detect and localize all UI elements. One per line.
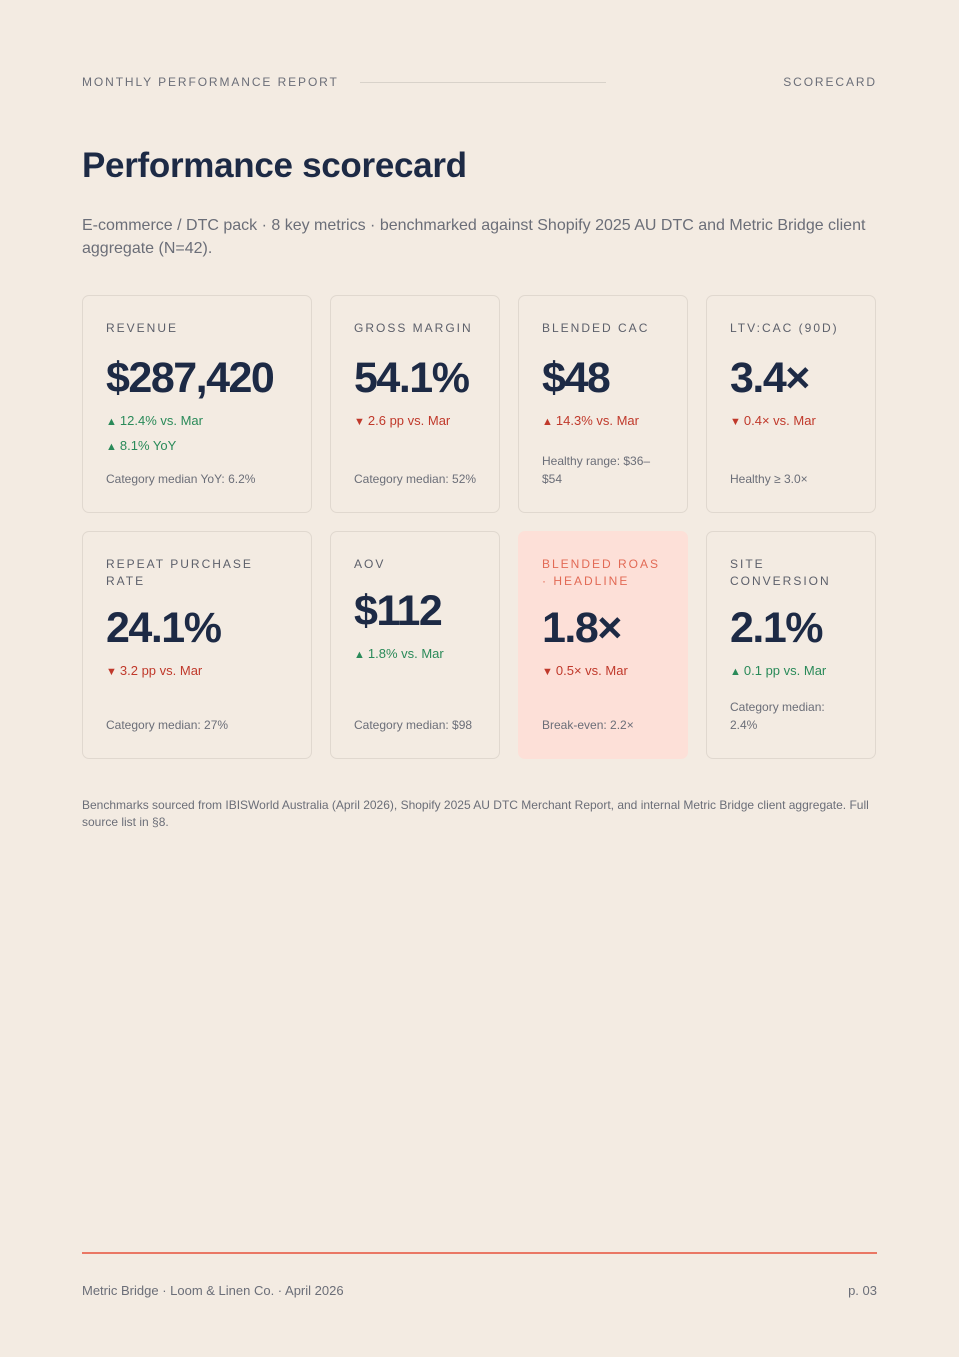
benchmark-footnote: Benchmarks sourced from IBISWorld Austra…: [82, 798, 869, 829]
delta-text: 12.4% vs. Mar: [119, 413, 203, 428]
metric-label: LTV:CAC (90D): [730, 321, 839, 335]
metric-card-repeat-purchase: REPEAT PURCHASE RATE 24.1% ▼ 3.2 pp vs. M…: [82, 531, 312, 759]
metric-benchmark: Category median: 27%: [106, 718, 229, 732]
metric-value: 2.1%: [730, 604, 824, 652]
triangle-up-icon: ▲: [354, 649, 365, 661]
report-eyebrow: MONTHLY PERFORMANCE REPORT: [82, 75, 339, 89]
metric-label: AOV: [354, 557, 386, 571]
triangle-up-icon: ▲: [542, 416, 553, 428]
triangle-down-icon: ▼: [354, 416, 365, 428]
triangle-up-icon: ▲: [106, 441, 117, 453]
metric-label: BLENDED ROAS · HEADLINE: [542, 557, 661, 588]
metric-benchmark: Category median: $98: [354, 718, 473, 732]
metric-label: REVENUE: [106, 321, 179, 335]
page-title: Performance scorecard: [82, 146, 467, 185]
metric-delta: ▼ 2.6 pp vs. Mar: [354, 412, 477, 431]
page-subtitle: E-commerce / DTC pack · 8 key metrics · …: [82, 217, 866, 257]
metric-delta: ▲ 0.1 pp vs. Mar: [730, 662, 853, 681]
metric-benchmark: Category median: 52%: [354, 472, 477, 486]
delta-text: 0.5× vs. Mar: [555, 663, 628, 678]
page-number: p. 03: [848, 1283, 877, 1298]
report-header: MONTHLY PERFORMANCE REPORT SCORECARD: [82, 74, 877, 90]
metric-value: $48: [542, 354, 611, 402]
delta-text: 2.6 pp vs. Mar: [367, 413, 451, 428]
metric-label: SITE CONVERSION: [730, 557, 831, 588]
delta-text: 1.8% vs. Mar: [367, 646, 444, 661]
section-label: SCORECARD: [783, 75, 877, 89]
metric-value: 54.1%: [354, 354, 470, 402]
metric-benchmark: Healthy range: $36–$54: [542, 454, 651, 486]
metric-delta-yoy: ▲ 8.1% YoY: [106, 437, 289, 456]
metric-benchmark: Break-even: 2.2×: [542, 718, 634, 732]
metric-card-ltv-cac: LTV:CAC (90D) 3.4× ▼ 0.4× vs. Mar Healthy…: [706, 295, 876, 513]
triangle-down-icon: ▼: [542, 666, 553, 678]
metric-value: 1.8×: [542, 604, 622, 652]
triangle-down-icon: ▼: [106, 666, 117, 678]
delta-text: 3.2 pp vs. Mar: [119, 663, 203, 678]
delta-text: 0.1 pp vs. Mar: [743, 663, 827, 678]
footer-credit: Metric Bridge · Loom & Linen Co. · April…: [82, 1283, 344, 1298]
metric-value: $287,420: [106, 354, 275, 402]
metric-label: REPEAT PURCHASE RATE: [106, 557, 253, 588]
triangle-up-icon: ▲: [730, 666, 741, 678]
delta-text: 14.3% vs. Mar: [555, 413, 639, 428]
metric-delta: ▼ 0.4× vs. Mar: [730, 412, 853, 431]
metric-card-gross-margin: GROSS MARGIN 54.1% ▼ 2.6 pp vs. Mar Categ…: [330, 295, 500, 513]
metric-delta: ▲ 1.8% vs. Mar: [354, 645, 477, 664]
metric-card-blended-cac: BLENDED CAC $48 ▲ 14.3% vs. Mar Healthy r…: [518, 295, 688, 513]
header-rule: [359, 81, 606, 83]
metric-value: 24.1%: [106, 604, 222, 652]
metric-card-blended-roas: BLENDED ROAS · HEADLINE 1.8× ▼ 0.5× vs. M…: [518, 531, 688, 759]
scorecard-grid: REVENUE $287,420 ▲ 12.4% vs. Mar ▲ 8.1% Yo…: [82, 295, 878, 759]
metric-card-site-conversion: SITE CONVERSION 2.1% ▲ 0.1 pp vs. Mar Cat…: [706, 531, 876, 759]
metric-value: 3.4×: [730, 354, 810, 402]
metric-value: $112: [354, 587, 443, 635]
metric-label: GROSS MARGIN: [354, 321, 473, 335]
metric-card-aov: AOV $112 ▲ 1.8% vs. Mar Category median: …: [330, 531, 500, 759]
metric-delta: ▼ 0.5× vs. Mar: [542, 662, 665, 681]
triangle-up-icon: ▲: [106, 416, 117, 428]
metric-benchmark: Healthy ≥ 3.0×: [730, 472, 808, 486]
delta-text: 0.4× vs. Mar: [743, 413, 816, 428]
metric-card-revenue: REVENUE $287,420 ▲ 12.4% vs. Mar ▲ 8.1% Yo…: [82, 295, 312, 513]
metric-delta: ▲ 14.3% vs. Mar: [542, 412, 665, 431]
footer-rule: [82, 1252, 877, 1254]
metric-delta: ▲ 12.4% vs. Mar: [106, 412, 289, 431]
metric-benchmark: Category median: 2.4%: [730, 700, 825, 732]
metric-label: BLENDED CAC: [542, 321, 650, 335]
page-footer: Metric Bridge · Loom & Linen Co. · April…: [82, 1283, 877, 1298]
triangle-down-icon: ▼: [730, 416, 741, 428]
delta-text: 8.1% YoY: [119, 438, 177, 453]
metric-benchmark: Category median YoY: 6.2%: [106, 472, 256, 486]
metric-delta: ▼ 3.2 pp vs. Mar: [106, 662, 289, 681]
